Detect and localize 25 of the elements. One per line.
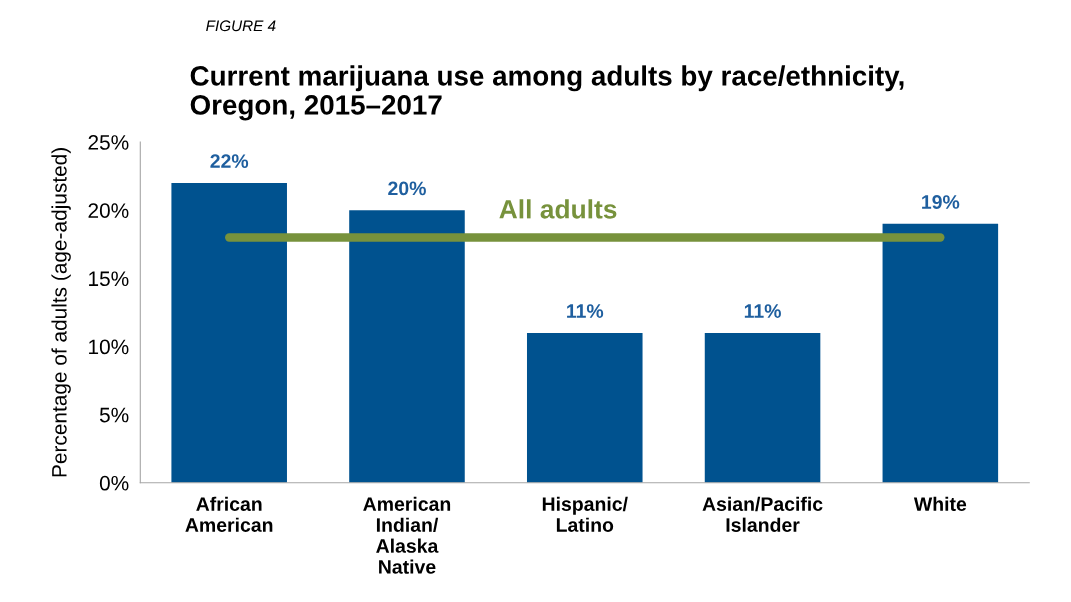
x-tick-label: Asian/Pacific Islander: [702, 496, 823, 532]
data-label: 20%: [388, 181, 426, 196]
bar: [526, 332, 643, 483]
bar: [171, 182, 287, 483]
data-label: 11%: [744, 304, 781, 318]
y-tick-label: 15%: [89, 271, 129, 287]
bar: [349, 210, 465, 483]
data-label: 19%: [922, 195, 960, 209]
x-tick-label: White: [913, 496, 967, 511]
chart-title: Current marijuana use among adults by race/ethnicity, Oregon, 2015–2017: [190, 65, 904, 121]
x-tick-label: American Indian/ Alaska Native: [363, 496, 451, 574]
bar: [704, 332, 821, 483]
y-tick-label: 25%: [88, 135, 129, 150]
x-tick-label: African American: [185, 496, 273, 532]
data-label: 22%: [210, 154, 249, 168]
y-axis-title: Percentage of adults (age-adjusted): [51, 148, 71, 477]
data-label: 11%: [567, 304, 604, 318]
bar: [882, 223, 999, 483]
caption: FIGURE 4: [206, 20, 276, 32]
ref-line-label: All adults: [499, 199, 617, 219]
y-tick-label: 20%: [88, 203, 129, 218]
y-tick-label: 10%: [89, 339, 129, 355]
y-tick-label: 5%: [99, 407, 129, 423]
x-tick-label: Hispanic/ Latino: [542, 496, 628, 532]
y-tick-label: 0%: [99, 475, 129, 491]
